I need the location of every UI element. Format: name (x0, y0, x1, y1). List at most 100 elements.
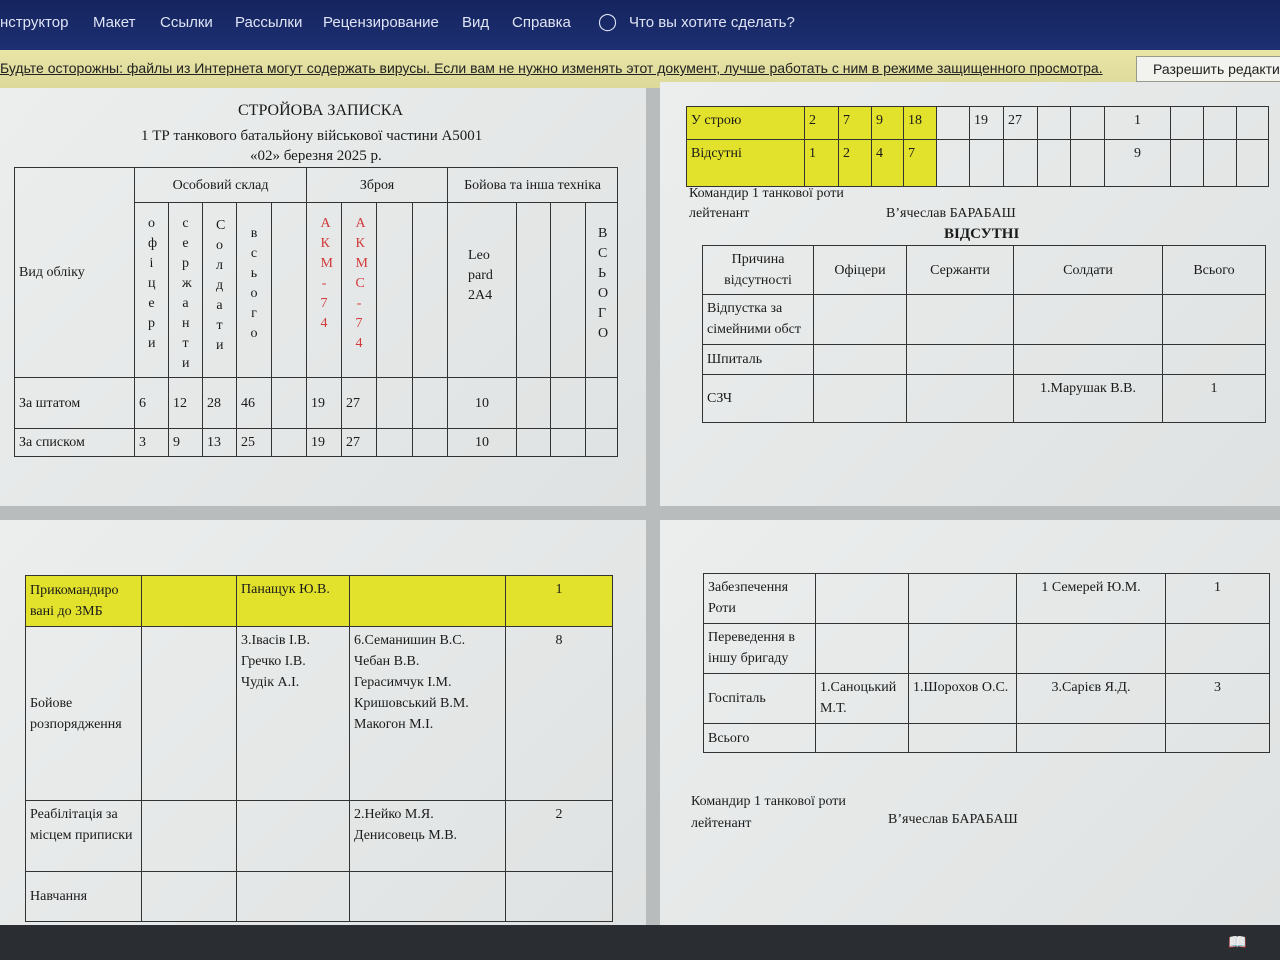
subheader-cell: сержанти (168, 202, 203, 378)
subheader-cell: Солдати (202, 202, 237, 378)
table-cell (516, 428, 552, 457)
protected-view-bar: Будьте осторожны: файлы из Интернета мог… (0, 50, 1280, 88)
table-cell: 1 Семерей Ю.М. (1016, 573, 1166, 624)
commander-rank-2: лейтенант (691, 816, 752, 831)
table-cell: За штатом (14, 377, 135, 429)
table-cell: 27 (341, 428, 378, 457)
commander-title-2: Командир 1 танкової роти (691, 794, 846, 809)
table-cell: 1.Саноцький М.Т. (815, 673, 909, 724)
table-cell: 7 (903, 139, 937, 187)
table-cell (1165, 623, 1270, 674)
table-cell: 7 (838, 106, 872, 140)
table-cell: 13 (202, 428, 237, 457)
table-cell: Прикомандиро вані до 3МБ (25, 575, 142, 627)
table-cell: 1 (1104, 106, 1171, 140)
subheader-cell: ВСЬОГО (585, 202, 619, 378)
table-cell: 12 (168, 377, 203, 429)
table-row: Переведення в іншу бригаду (703, 623, 1270, 674)
tab-review[interactable]: Рецензирование (323, 14, 439, 31)
table-cell (141, 626, 237, 801)
tab-mailings[interactable]: Рассылки (235, 14, 303, 31)
table-cell: Солдати (1013, 245, 1163, 295)
subheader-cell (516, 202, 552, 378)
tab-references[interactable]: Ссылки (160, 14, 213, 31)
table-cell (815, 623, 909, 674)
enable-editing-button[interactable]: Разрешить редактир (1136, 56, 1280, 82)
document-subtitle: 1 ТР танкового батальйону військової час… (141, 128, 483, 144)
tab-view[interactable]: Вид (462, 14, 490, 31)
table-cell (1236, 106, 1269, 140)
read-mode-icon[interactable]: 📖 (1228, 935, 1247, 951)
table-cell (906, 344, 1014, 375)
table-cell: За списком (14, 428, 135, 457)
strength-table-continued: У строю 2 7 9 18 19 27 1 Відсутні 1 2 4 7 9 (686, 106, 1269, 187)
status-bar: 📖 (0, 925, 1280, 960)
table-cell (936, 139, 970, 187)
document-page-3: Прикомандиро вані до 3МБ Панащук Ю.В. 1 Бой… (0, 520, 646, 925)
table-cell: Госпіталь (703, 673, 816, 724)
table-cell: 18 (903, 106, 937, 140)
header-personnel: Особовий склад (133, 167, 308, 203)
table-cell (270, 428, 308, 457)
subheader-label: ВСЬОГО (598, 226, 609, 341)
table-cell: Панащук Ю.В. (236, 575, 350, 627)
table-cell (1013, 344, 1163, 375)
tab-design[interactable]: нструктор (0, 14, 69, 31)
table-cell: 3.Сарієв Я.Д. (1016, 673, 1166, 724)
subheader-cell: Leopard 2A4 (447, 202, 518, 378)
table-cell (516, 377, 552, 429)
protected-view-message[interactable]: Будьте осторожны: файлы из Интернета мог… (0, 60, 1103, 76)
subheader-label: всього (250, 226, 258, 341)
table-cell: Шпиталь (702, 344, 814, 375)
table-cell: 9 (1104, 139, 1171, 187)
table-cell: 28 (202, 377, 237, 429)
other-absent-table: Забезпечення Роти 1 Семерей Ю.М. 1 Переведе… (703, 573, 1270, 753)
subheader-label: АКМ-74 (320, 216, 333, 331)
table-row: Реабілітація за місцем приписки 2.Нейко … (25, 800, 613, 872)
strength-table: Вид обліку Особовий склад Зброя Бойова т… (14, 167, 619, 457)
commander-name: В’ячеслав БАРАБАШ (886, 206, 1016, 221)
table-cell (1070, 139, 1105, 187)
table-row: Всього (703, 723, 1270, 753)
table-cell: 2 (804, 106, 839, 140)
table-cell: 3 (134, 428, 169, 457)
document-date: «02» березня 2025 р. (250, 148, 382, 164)
table-row: Прикомандиро вані до 3МБ Панащук Ю.В. 1 (25, 575, 613, 627)
table-cell: 9 (871, 106, 904, 140)
subheader-label: сержанти (182, 216, 192, 371)
table-cell (1003, 139, 1038, 187)
table-cell (908, 623, 1017, 674)
table-cell (141, 575, 237, 627)
table-cell: СЗЧ (702, 374, 814, 423)
table-cell (1016, 723, 1166, 753)
table-cell (550, 377, 587, 429)
document-page-4: Забезпечення Роти 1 Семерей Ю.М. 1 Переведе… (660, 520, 1280, 925)
table-cell (349, 575, 506, 627)
table-cell: 10 (447, 377, 518, 429)
tab-layout[interactable]: Макет (93, 14, 136, 31)
subheader-cell: всього (236, 202, 272, 378)
table-cell: Відсутні (686, 139, 805, 187)
table-cell (1236, 139, 1269, 187)
absent-table: Причина відсутності Офіцери Сержанти Солдат… (702, 245, 1266, 423)
table-cell (1016, 623, 1166, 674)
table-cell (936, 106, 970, 140)
table-cell: Всього (703, 723, 816, 753)
table-cell (585, 377, 619, 429)
table-cell (376, 428, 414, 457)
table-row: За штатом 6 12 28 46 19 27 10 (14, 377, 619, 429)
table-cell: Відпустка за сімейними обст (702, 294, 814, 345)
table-cell: 2 (505, 800, 613, 872)
table-cell: 2.Нейко М.Я. Денисовець М.В. (349, 800, 506, 872)
subheader-label: офіцери (148, 216, 158, 351)
table-cell: Сержанти (906, 245, 1014, 295)
table-cell: 9 (168, 428, 203, 457)
tell-me-search[interactable]: Что вы хотите сделать? (629, 14, 795, 31)
table-cell: 19 (969, 106, 1004, 140)
table-cell: Бойове розпорядження (25, 626, 142, 801)
table-cell (412, 428, 449, 457)
tab-help[interactable]: Справка (512, 14, 571, 31)
table-cell (1203, 106, 1237, 140)
table-cell: 1 (1162, 374, 1266, 423)
table-cell (585, 428, 619, 457)
